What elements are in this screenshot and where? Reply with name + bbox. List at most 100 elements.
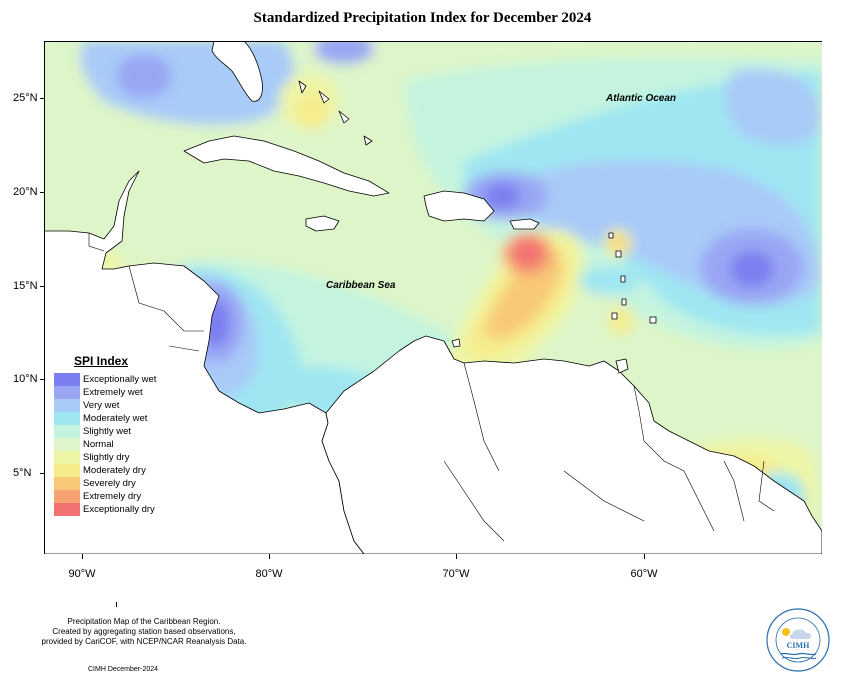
legend-title: SPI Index bbox=[74, 354, 129, 368]
land-hispaniola bbox=[423, 190, 495, 222]
legend-item: Slightly wet bbox=[54, 425, 164, 438]
legend-swatch bbox=[54, 438, 80, 451]
sun-icon bbox=[782, 628, 790, 636]
legend-item: Moderately dry bbox=[54, 464, 164, 477]
legend-swatch bbox=[54, 386, 80, 399]
lon-label-80w: 80°W bbox=[255, 568, 283, 580]
lat-label-20n: 20°N bbox=[13, 186, 38, 198]
land-south-america bbox=[321, 335, 822, 554]
lon-tick bbox=[644, 554, 645, 559]
lat-label-15n: 15°N bbox=[13, 280, 38, 292]
wave-icon bbox=[779, 652, 817, 656]
lon-label-90w: 90°W bbox=[68, 568, 96, 580]
legend-item: Very wet bbox=[54, 399, 164, 412]
lon-tick bbox=[82, 554, 83, 559]
land-antilles-6 bbox=[649, 316, 657, 324]
legend-swatch bbox=[54, 464, 80, 477]
land-cuba bbox=[183, 135, 390, 197]
legend-label: Slightly dry bbox=[83, 452, 130, 463]
cloud-icon bbox=[789, 629, 812, 639]
dry-spot-antilles-north-core bbox=[613, 236, 625, 250]
exceptionally-wet-southeast bbox=[730, 251, 774, 287]
exceptionally-dry-puerto-rico bbox=[512, 238, 544, 268]
land-antilles-1 bbox=[608, 232, 614, 239]
legend-swatch bbox=[54, 425, 80, 438]
land-aruba bbox=[451, 338, 461, 348]
wet-spot-antilles bbox=[579, 267, 639, 295]
legend-item: Severely dry bbox=[54, 477, 164, 490]
legend-label: Extremely wet bbox=[83, 387, 143, 398]
legend-swatch bbox=[54, 412, 80, 425]
legend-items: Exceptionally wet Extremely wet Very wet Mo… bbox=[54, 373, 164, 516]
legend-swatch bbox=[54, 373, 80, 386]
atlantic-ocean-label: Atlantic Ocean bbox=[606, 93, 677, 104]
lon-label-60w: 60°W bbox=[630, 568, 658, 580]
land-jamaica bbox=[305, 215, 340, 232]
legend-label: Normal bbox=[83, 439, 114, 450]
lat-tick bbox=[40, 192, 44, 193]
map-title: Standardized Precipitation Index for Dec… bbox=[253, 10, 592, 26]
extremely-wet-gulf bbox=[116, 54, 172, 98]
spi-map bbox=[44, 41, 822, 554]
legend-swatch bbox=[54, 490, 80, 503]
legend-label: Severely dry bbox=[83, 478, 136, 489]
legend-item: Exceptionally dry bbox=[54, 503, 164, 516]
legend-swatch bbox=[54, 399, 80, 412]
scale-tick bbox=[116, 602, 117, 607]
legend-label: Moderately wet bbox=[83, 413, 148, 424]
lon-tick bbox=[456, 554, 457, 559]
land-antilles-5 bbox=[611, 312, 618, 320]
very-wet-region-northeast bbox=[725, 68, 822, 146]
legend-item: Extremely wet bbox=[54, 386, 164, 399]
legend-item: Moderately wet bbox=[54, 412, 164, 425]
land-masses bbox=[44, 41, 822, 554]
footer-credit: CIMH December-2024 bbox=[88, 666, 159, 673]
lat-tick bbox=[40, 286, 44, 287]
lat-label-5n: 5°N bbox=[13, 467, 32, 479]
legend-label: Moderately dry bbox=[83, 465, 146, 476]
land-antilles-3 bbox=[620, 275, 626, 283]
map-caption: Precipitation Map of the Caribbean Regio… bbox=[14, 617, 274, 647]
dry-spot-antilles-south bbox=[609, 307, 633, 335]
country-borders bbox=[88, 233, 775, 542]
land-antilles-4 bbox=[621, 298, 627, 306]
legend-label: Exceptionally wet bbox=[83, 374, 157, 385]
spi-field bbox=[44, 41, 822, 554]
land-bahamas-4 bbox=[363, 135, 373, 146]
caption-line-2: Created by aggregating station based obs… bbox=[52, 627, 236, 636]
legend-swatch bbox=[54, 477, 80, 490]
lat-tick bbox=[40, 473, 44, 474]
land-bahamas-1 bbox=[298, 80, 307, 94]
legend-swatch bbox=[54, 503, 80, 516]
caribbean-sea-label: Caribbean Sea bbox=[326, 280, 396, 291]
spi-legend: SPI Index Exceptionally wet Extremely wet… bbox=[54, 354, 164, 516]
legend-label: Very wet bbox=[83, 400, 120, 411]
cimh-logo: CIMH bbox=[766, 608, 830, 672]
legend-label: Extremely dry bbox=[83, 491, 142, 502]
legend-item: Normal bbox=[54, 438, 164, 451]
land-antilles-2 bbox=[615, 250, 622, 258]
lat-label-10n: 10°N bbox=[13, 373, 38, 385]
legend-item: Exceptionally wet bbox=[54, 373, 164, 386]
legend-label: Slightly wet bbox=[83, 426, 132, 437]
dry-spot-bahamas-core bbox=[296, 93, 328, 129]
lon-label-70w: 70°W bbox=[442, 568, 470, 580]
land-bahamas-3 bbox=[338, 110, 350, 124]
lon-tick bbox=[269, 554, 270, 559]
severely-dry-region-venezuela bbox=[484, 251, 563, 339]
legend-item: Extremely dry bbox=[54, 490, 164, 503]
extremely-wet-north bbox=[314, 41, 374, 64]
caption-line-3: provided by CariCOF, with NCEP/NCAR Rean… bbox=[41, 637, 247, 646]
legend-item: Slightly dry bbox=[54, 451, 164, 464]
land-trinidad bbox=[615, 358, 629, 374]
lat-tick bbox=[40, 379, 44, 380]
legend-swatch bbox=[54, 451, 80, 464]
exceptionally-wet-hispaniola bbox=[484, 183, 520, 209]
legend-label: Exceptionally dry bbox=[83, 504, 155, 515]
lat-label-25n: 25°N bbox=[13, 92, 38, 104]
land-bahamas-2 bbox=[318, 90, 330, 104]
wave-icon bbox=[781, 656, 817, 660]
land-puerto-rico bbox=[509, 218, 540, 230]
lat-tick bbox=[40, 98, 44, 99]
land-florida bbox=[211, 41, 263, 102]
